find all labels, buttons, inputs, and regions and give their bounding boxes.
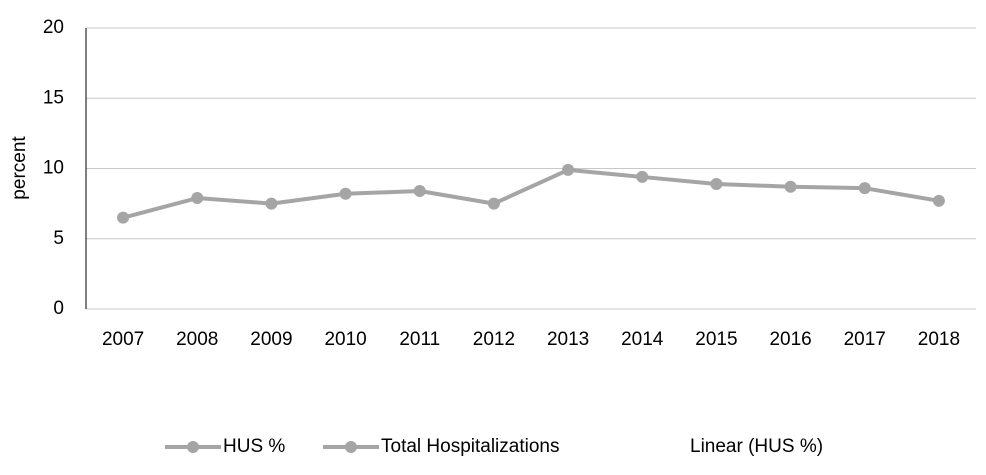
data-line: [122, 167, 940, 220]
data-point: [562, 163, 575, 176]
x-tick-label: 2011: [399, 329, 440, 350]
data-point: [265, 197, 278, 210]
data-point: [117, 211, 130, 224]
legend-marker: [187, 441, 199, 453]
y-tick-label: 15: [43, 87, 64, 108]
data-point: [784, 180, 797, 193]
legend-label: HUS %: [223, 436, 285, 457]
data-point: [858, 182, 871, 195]
data-point: [710, 177, 723, 190]
data-point: [191, 192, 204, 205]
y-tick-label: 0: [53, 298, 64, 319]
x-tick-label: 2016: [769, 329, 811, 350]
y-tick-label: 5: [53, 228, 64, 249]
legend-marker: [345, 441, 357, 453]
legend-label: Total Hospitalizations: [381, 436, 559, 457]
x-tick-label: 2008: [176, 329, 218, 350]
legend-label: Linear (HUS %): [690, 436, 823, 457]
y-axis-label: percent: [9, 136, 30, 200]
y-tick-label: 10: [43, 158, 64, 179]
x-tick-label: 2018: [918, 329, 960, 350]
x-tick-label: 2013: [547, 329, 589, 350]
x-tick-label: 2009: [250, 329, 292, 350]
data-point: [932, 194, 945, 207]
x-tick-label: 2010: [324, 329, 366, 350]
x-tick-label: 2014: [621, 329, 664, 350]
x-tick-label: 2015: [695, 329, 737, 350]
data-point: [413, 184, 426, 197]
data-point: [636, 170, 649, 183]
y-tick-label: 20: [43, 17, 64, 38]
x-tick-label: 2007: [102, 329, 144, 350]
data-point: [487, 197, 500, 210]
x-tick-label: 2017: [844, 329, 886, 350]
data-point: [339, 187, 352, 200]
x-tick-label: 2012: [473, 329, 515, 350]
